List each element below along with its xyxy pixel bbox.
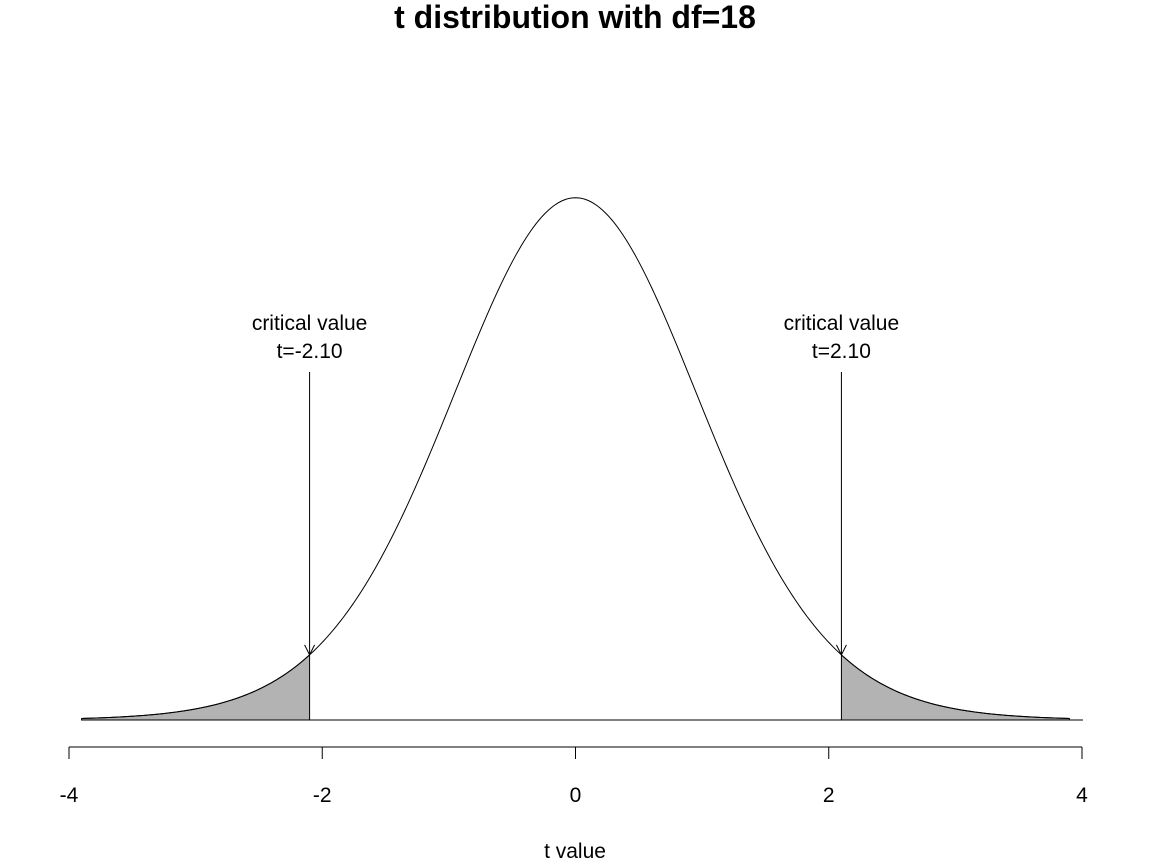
left-tail-shaded-region	[81, 653, 311, 721]
x-tick-label: 0	[570, 784, 582, 807]
shaded-tail-regions	[81, 653, 1070, 721]
left-critical-arrow-head	[304, 644, 316, 656]
right-critical-value-label: critical value	[784, 312, 900, 335]
x-axis: -4 -2 0 2 4	[60, 746, 1088, 807]
right-critical-arrow-head	[835, 644, 847, 656]
x-tick-label: -4	[60, 784, 79, 807]
left-critical-value-label: critical value	[252, 312, 368, 335]
right-critical-t-label: t=2.10	[812, 340, 871, 363]
density-curve	[81, 197, 1070, 719]
right-tail-shaded-region	[840, 653, 1070, 721]
critical-value-annotations: critical value t=-2.10 critical value t=2.1…	[252, 312, 900, 656]
left-critical-t-label: t=-2.10	[277, 340, 343, 363]
x-tick-label: 2	[823, 784, 835, 807]
x-tick-label: 4	[1076, 784, 1088, 807]
x-tick-label: -2	[313, 784, 332, 807]
chart-title: t distribution with df=18	[394, 0, 756, 35]
x-axis-label: t value	[544, 840, 606, 863]
